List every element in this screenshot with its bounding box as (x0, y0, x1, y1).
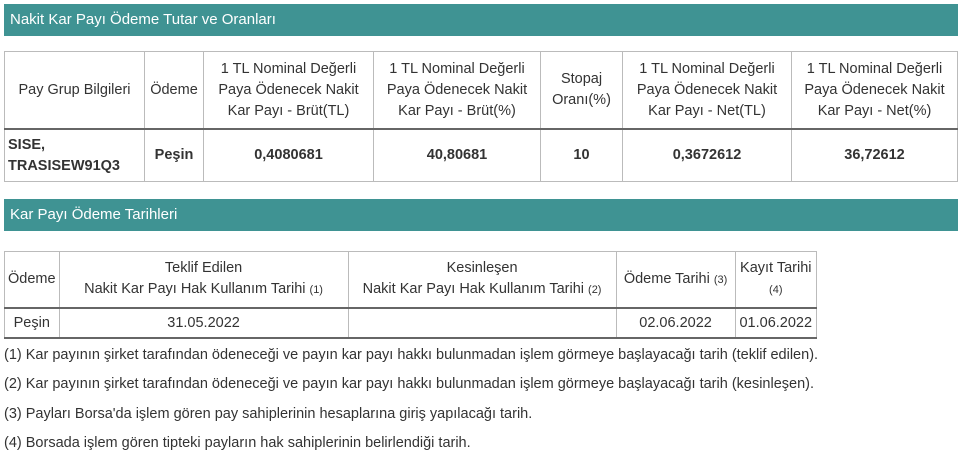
cell: Peşin (4, 307, 60, 339)
col-header: Ödeme (144, 51, 204, 130)
footnote-ref: (2) (588, 284, 602, 296)
cell: SISE, TRASISEW91Q3 (4, 128, 145, 182)
header-text: Ödeme Tarihi (623, 270, 710, 287)
col-header: Stopaj Oranı(%) (540, 51, 623, 130)
col-header: Kesinleşen Nakit Kar Payı Hak Kullanım Ta… (347, 251, 617, 309)
col-header: Pay Grup Bilgileri (4, 51, 145, 130)
col-header: 1 TL Nominal Değerli Paya Ödenecek Nakit… (791, 51, 958, 130)
payment-dates-table: Ödeme Teklif Edilen Nakit Kar Payı Hak Ku… (4, 251, 818, 339)
footnote: (1) Kar payının şirket tarafından ödenec… (4, 347, 819, 363)
dividend-amounts-table: Pay Grup Bilgileri Ödeme 1 TL Nominal De… (4, 51, 958, 182)
header-text: Ödeme (8, 271, 56, 287)
footnotes: (1) Kar payının şirket tarafından ödenec… (4, 344, 818, 461)
col-header: 1 TL Nominal Değerli Paya Ödenecek Nakit… (203, 51, 374, 130)
col-header: Teklif Edilen Nakit Kar Payı Hak Kullanım… (58, 251, 349, 309)
cell: 02.06.2022 (615, 307, 736, 339)
footnote: (4) Borsada işlem gören tipteki payların… (4, 434, 471, 451)
col-header: Ödeme Tarihi (3) (615, 251, 736, 309)
cell: 0,3672612 (622, 128, 792, 182)
table-row: Peşin 31.05.2022 02.06.2022 01.06.2022 (4, 307, 818, 339)
table-row: SISE, TRASISEW91Q3 Peşin 0,4080681 40,80… (4, 128, 958, 182)
header-line1: Kesinleşen (446, 260, 518, 276)
footnote: (3) Payları Borsa'da işlem gören pay sah… (4, 405, 533, 422)
footnote-ref: (3) (713, 273, 728, 286)
cell (347, 307, 617, 339)
cell: 01.06.2022 (734, 307, 818, 339)
table-header-row: Pay Grup Bilgileri Ödeme 1 TL Nominal De… (4, 51, 958, 130)
col-header: Ödeme (4, 251, 60, 309)
header-line2: Nakit Kar Payı Hak Kullanım Tarihi (84, 281, 306, 297)
section-header-dates: Kar Payı Ödeme Tarihleri (4, 199, 958, 231)
table-header-row: Ödeme Teklif Edilen Nakit Kar Payı Hak Ku… (4, 251, 818, 309)
cell: 36,72612 (791, 128, 958, 182)
footnote-ref: (4) (769, 284, 783, 296)
cell: 0,4080681 (203, 128, 374, 182)
col-header: Kayıt Tarihi (4) (734, 251, 818, 309)
cell: 40,80681 (373, 128, 541, 182)
col-header: 1 TL Nominal Değerli Paya Ödenecek Nakit… (373, 51, 541, 130)
header-line2: Nakit Kar Payı Hak Kullanım Tarihi (362, 281, 584, 297)
cell: Peşin (144, 128, 204, 182)
col-header: 1 TL Nominal Değerli Paya Ödenecek Nakit… (622, 51, 792, 130)
cell: 31.05.2022 (58, 307, 349, 339)
footnote: (2) Kar payının şirket tarafından ödenec… (4, 376, 815, 393)
header-line1: Teklif Edilen (164, 260, 243, 276)
header-text: Kayıt Tarihi (740, 260, 812, 276)
footnote-ref: (1) (309, 284, 323, 296)
cell: 10 (540, 128, 623, 182)
section-header-amounts: Nakit Kar Payı Ödeme Tutar ve Oranları (4, 4, 958, 36)
